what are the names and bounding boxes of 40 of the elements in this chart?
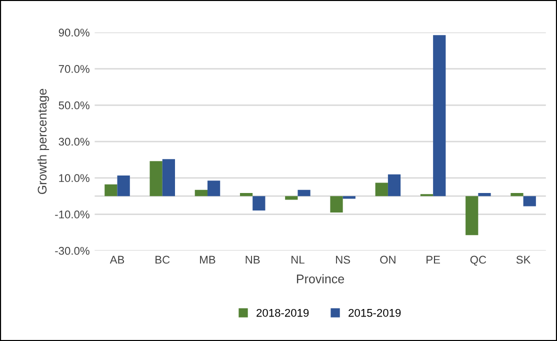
x-tick-label: MB <box>200 256 216 264</box>
y-tick-label: 90.0% <box>58 28 90 37</box>
x-tick-label: PE <box>426 256 440 264</box>
x-tick-label: BC <box>156 256 170 264</box>
legend-label: 2018-2019 <box>256 308 309 317</box>
bar <box>342 196 356 199</box>
bar <box>207 180 220 196</box>
y-tick-label: 70.0% <box>58 65 90 73</box>
x-tick-label: AB <box>110 256 124 264</box>
y-tick-label: 30.0% <box>58 138 90 146</box>
bar <box>252 196 266 210</box>
y-axis-title: Growth percentage <box>37 88 50 194</box>
y-tick-label: -10.0% <box>55 210 90 218</box>
x-tick-label: NS <box>336 256 350 264</box>
bar <box>298 190 310 196</box>
bar <box>240 192 253 196</box>
legend-label: 2015-2019 <box>348 308 401 317</box>
y-tick-label: 10.0% <box>59 174 90 182</box>
x-tick-label: NB <box>246 256 260 264</box>
bar <box>510 192 524 196</box>
bar <box>285 196 298 200</box>
x-tick-label: ON <box>380 256 396 264</box>
bar <box>162 159 175 196</box>
x-axis-title: Province <box>296 274 344 284</box>
y-tick-label: -30.0% <box>55 246 90 255</box>
bar <box>523 196 536 206</box>
bar <box>433 35 446 196</box>
bar <box>478 192 491 196</box>
bar <box>104 184 118 196</box>
bar <box>194 190 208 196</box>
bar <box>375 182 388 196</box>
x-tick-label: QC <box>470 256 486 266</box>
bar <box>388 174 401 196</box>
bar <box>150 161 162 196</box>
x-tick-label: NL <box>292 256 304 264</box>
bar <box>330 196 343 212</box>
bar <box>117 176 130 196</box>
bar <box>466 196 478 236</box>
x-tick-label: SK <box>516 256 531 264</box>
y-tick-label: 50.0% <box>58 101 90 110</box>
